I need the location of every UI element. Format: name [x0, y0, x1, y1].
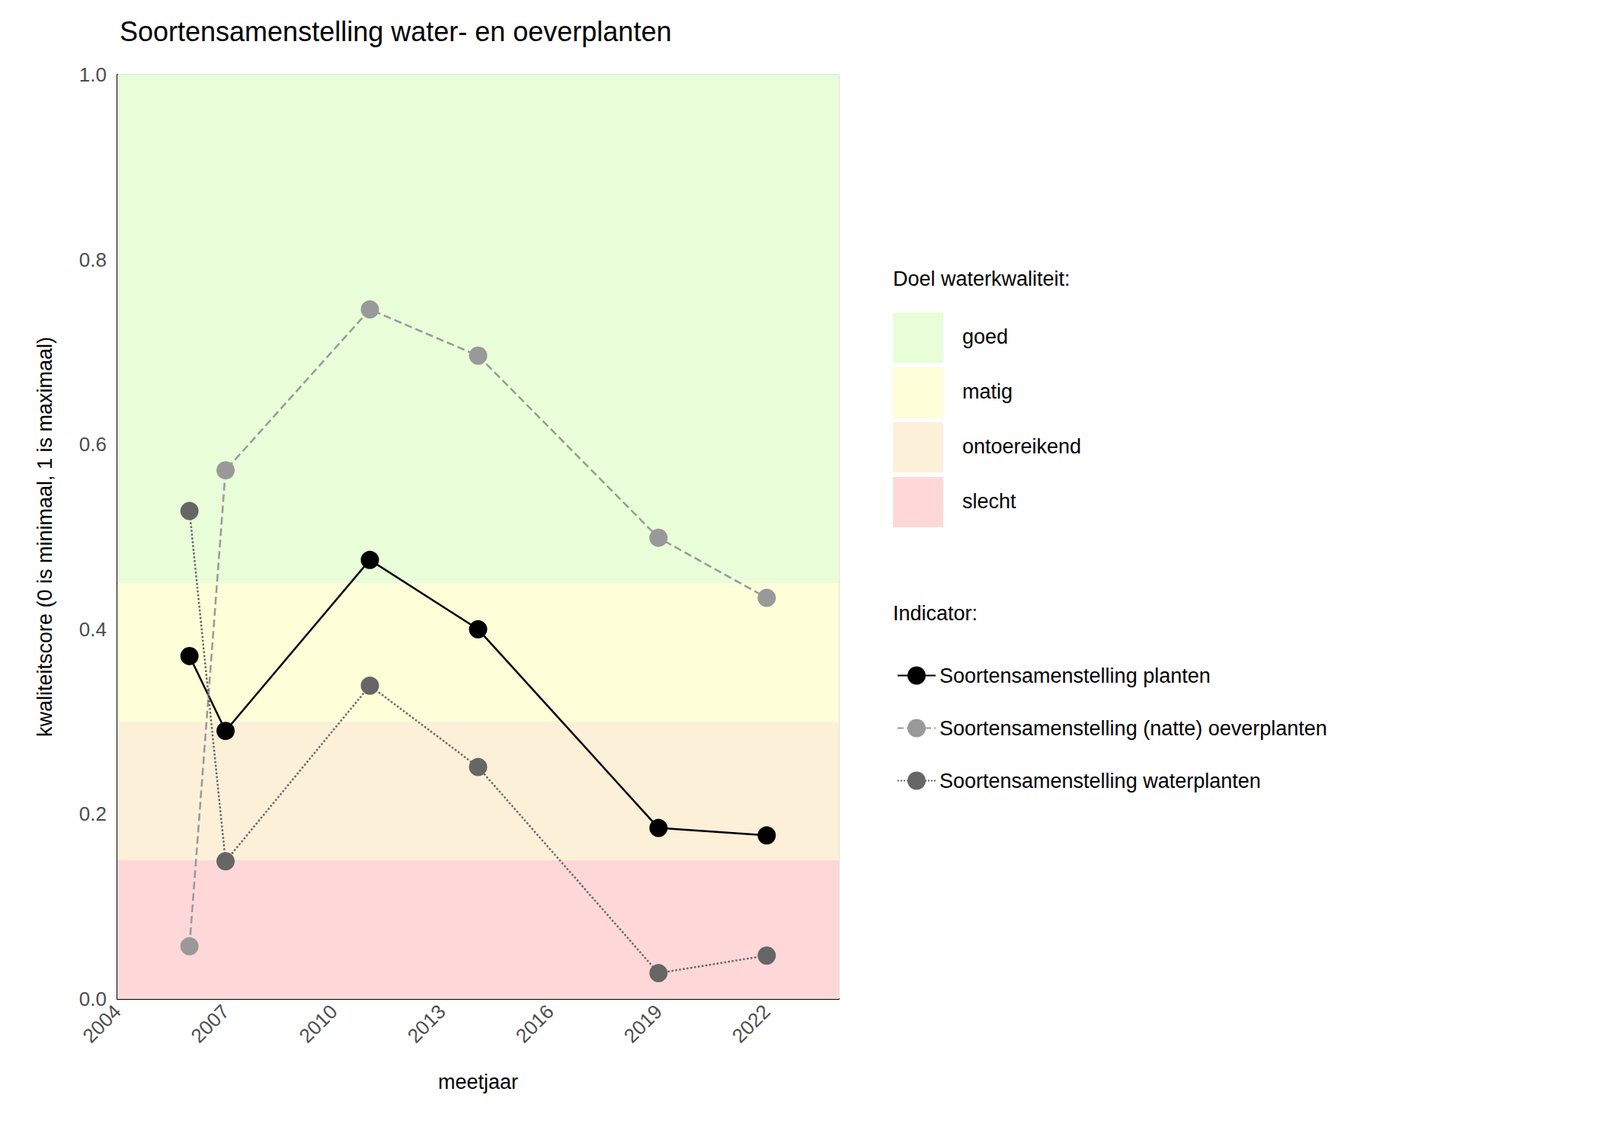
svg-text:0.2: 0.2	[79, 802, 107, 826]
svg-text:2016: 2016	[511, 999, 559, 1047]
svg-text:0.4: 0.4	[79, 617, 107, 641]
svg-text:2022: 2022	[727, 999, 775, 1047]
svg-text:Soortensamenstelling water- en: Soortensamenstelling water- en oeverplan…	[119, 16, 672, 48]
svg-text:0.8: 0.8	[79, 248, 107, 272]
svg-text:Soortensamenstelling waterplan: Soortensamenstelling waterplanten	[939, 769, 1261, 793]
svg-text:2013: 2013	[403, 999, 451, 1047]
svg-text:matig: matig	[962, 380, 1013, 404]
svg-text:goed: goed	[962, 325, 1008, 349]
svg-text:Soortensamenstelling (natte) o: Soortensamenstelling (natte) oeverplante…	[939, 716, 1328, 740]
svg-text:ontoereikend: ontoereikend	[962, 435, 1082, 458]
svg-text:2007: 2007	[186, 999, 234, 1047]
svg-text:2019: 2019	[619, 999, 667, 1047]
svg-text:Doel waterkwaliteit:: Doel waterkwaliteit:	[892, 267, 1071, 291]
svg-text:Indicator:: Indicator:	[892, 601, 978, 625]
svg-text:Soortensamenstelling planten: Soortensamenstelling planten	[939, 664, 1211, 688]
svg-text:0.0: 0.0	[79, 987, 107, 1011]
svg-text:meetjaar: meetjaar	[438, 1070, 519, 1094]
svg-text:0.6: 0.6	[79, 432, 107, 456]
svg-text:kwaliteitscore (0 is minimaal,: kwaliteitscore (0 is minimaal, 1 is maxi…	[33, 336, 57, 737]
svg-text:slecht: slecht	[962, 489, 1017, 513]
svg-text:1.0: 1.0	[79, 63, 107, 87]
svg-text:2010: 2010	[294, 999, 343, 1047]
svg-text:2004: 2004	[78, 999, 126, 1047]
